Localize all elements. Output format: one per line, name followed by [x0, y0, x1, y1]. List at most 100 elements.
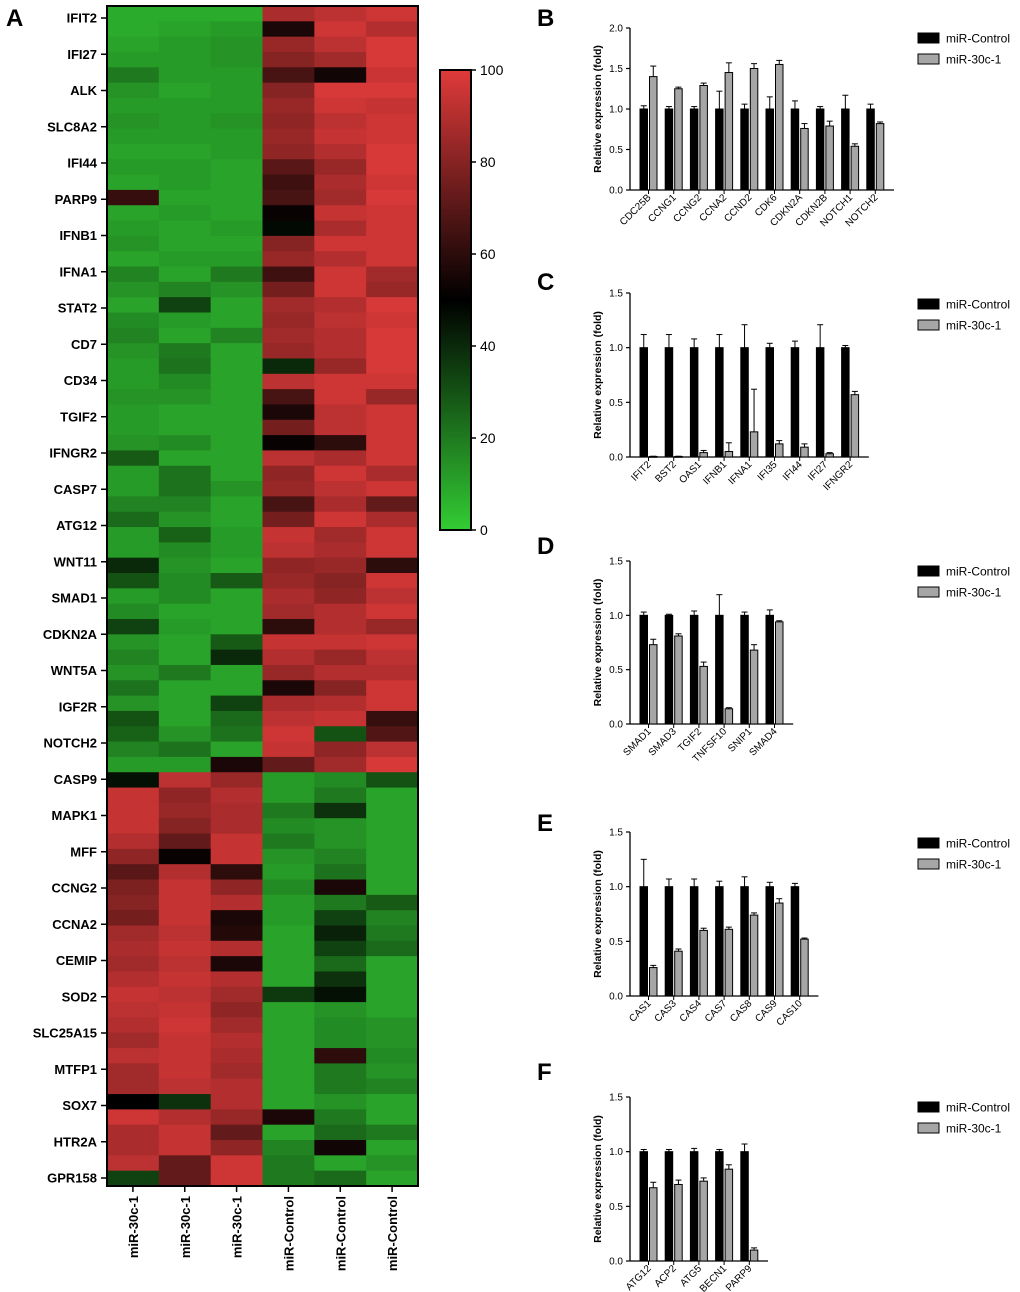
heatmap-cell	[262, 6, 315, 22]
heatmap-cell	[262, 435, 315, 452]
heatmap-cell	[158, 174, 212, 191]
heatmap-cell	[366, 358, 419, 375]
gene-label: SLC25A15	[33, 1026, 97, 1041]
heatmap-cell	[107, 879, 160, 896]
heatmap-cell	[314, 251, 367, 268]
bar	[800, 446, 809, 458]
heatmap-cell	[107, 1155, 160, 1172]
bar	[639, 614, 648, 725]
heatmap-cell	[107, 802, 160, 819]
category-label: CAS1	[627, 998, 654, 1025]
heatmap-cell	[314, 21, 367, 38]
heatmap-cell	[158, 36, 212, 53]
heatmap-cell	[210, 450, 264, 467]
heatmap-panel: A IFIT2 IFI27 ALK SLC8A2 IFI44 PARP9 IFNB1 IFNA…	[6, 5, 504, 1271]
heatmap-cell	[210, 1109, 264, 1126]
bar	[699, 929, 708, 997]
heatmap-cell	[158, 389, 212, 406]
heatmap-cell	[107, 1094, 160, 1110]
heatmap-cell	[210, 404, 264, 421]
category-label: SMAD3	[647, 726, 679, 758]
heatmap-cell	[210, 435, 264, 452]
heatmap-cell	[210, 481, 264, 497]
heatmap-cell	[262, 51, 315, 68]
heatmap-cell	[262, 618, 315, 635]
heatmap-cell	[158, 97, 212, 114]
legend-swatch	[917, 837, 940, 849]
heatmap-cell	[366, 848, 419, 865]
heatmap-cell	[210, 281, 264, 298]
bar	[740, 614, 749, 725]
heatmap-cell	[158, 1048, 212, 1065]
heatmap-cell	[314, 802, 367, 819]
heatmap-cell	[366, 910, 419, 927]
heatmap-cell	[210, 343, 264, 360]
category-label: CAS3	[653, 998, 680, 1025]
y-axis-label: Relative expression (fold)	[592, 850, 604, 978]
heatmap-cell	[210, 986, 264, 1003]
bar	[775, 902, 784, 997]
heatmap-cell	[262, 82, 315, 99]
heatmap-cell	[210, 358, 264, 375]
heatmap-cell	[262, 496, 315, 513]
heatmap-cell	[366, 113, 419, 130]
heatmap-cell	[314, 373, 367, 390]
bar	[649, 76, 658, 191]
category-label: IFIT2	[629, 459, 654, 484]
heatmap-cell	[107, 36, 160, 53]
heatmap-cell	[158, 419, 212, 436]
heatmap-cell	[366, 159, 419, 176]
heatmap-cell	[210, 266, 264, 283]
heatmap-cell	[314, 220, 367, 237]
heatmap-cell	[262, 174, 315, 191]
heatmap-cell	[314, 956, 367, 973]
heatmap-cell	[107, 174, 160, 191]
heatmap-cell	[210, 925, 264, 942]
heatmap-cell	[158, 235, 212, 252]
heatmap-cell	[210, 864, 264, 881]
heatmap-cell	[107, 465, 160, 482]
gene-label: IFI44	[67, 156, 97, 171]
heatmap-cell	[314, 205, 367, 222]
heatmap-cell	[262, 358, 315, 375]
heatmap-cell	[366, 940, 419, 957]
heatmap-cell	[262, 787, 315, 804]
heatmap-cell	[210, 879, 264, 896]
bar	[674, 950, 683, 997]
heatmap-cell	[210, 710, 264, 727]
heatmap-cell	[262, 833, 315, 850]
sample-label: miR-30c-1	[230, 1196, 245, 1258]
y-tick-label: 1.0	[609, 343, 623, 354]
heatmap-cell	[366, 833, 419, 850]
heatmap-cell	[107, 557, 160, 574]
y-tick-label: 2.0	[609, 24, 623, 35]
gene-label: IFNA1	[59, 264, 97, 279]
heatmap-cell	[210, 373, 264, 390]
heatmap-cell	[158, 603, 212, 620]
gene-label: CD7	[71, 337, 97, 352]
heatmap-cell	[366, 864, 419, 881]
heatmap-cell	[107, 220, 160, 237]
heatmap-cell	[107, 143, 160, 160]
heatmap-cell	[314, 925, 367, 942]
heatmap-cell	[107, 67, 160, 84]
bar	[749, 431, 759, 458]
heatmap-cell	[158, 710, 212, 727]
colorbar-tick-label: 40	[480, 338, 496, 354]
heatmap-cell	[158, 726, 212, 743]
heatmap-cell	[107, 205, 160, 222]
gene-label: CASP7	[54, 482, 97, 497]
heatmap-cell	[314, 879, 367, 896]
heatmap-cell	[262, 910, 315, 927]
legend: miR-Control miR-30c-1	[917, 1101, 1010, 1136]
bar	[689, 108, 699, 191]
heatmap-cell	[262, 128, 315, 145]
heatmap-cell	[366, 36, 419, 53]
heatmap-cell	[158, 373, 212, 390]
heatmap-cell	[210, 603, 264, 620]
heatmap-cell	[210, 159, 264, 176]
heatmap-cell	[107, 97, 160, 114]
heatmap-cell	[210, 542, 264, 559]
bar	[740, 886, 749, 997]
category-label: BST2	[653, 459, 679, 485]
